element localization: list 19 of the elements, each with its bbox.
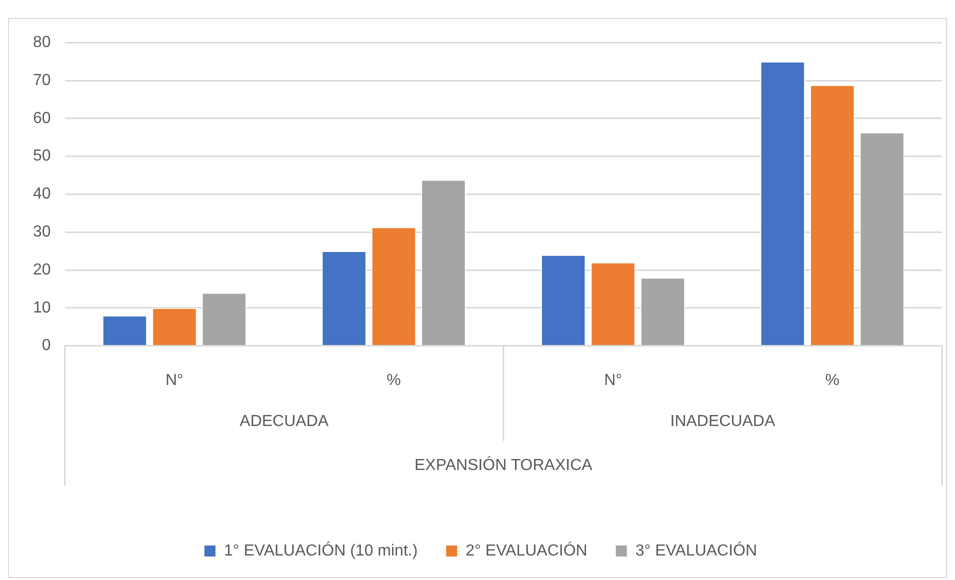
text: ADECUADA (240, 413, 329, 430)
y-tick-label: 60 (33, 110, 51, 127)
x-tick-label: N° (165, 372, 184, 389)
y-tick-label: 20 (33, 261, 51, 278)
x-tick-label: % (825, 372, 840, 389)
legend-label: 2° EVALUACIÓN (466, 541, 588, 560)
y-tick-label: 40 (33, 186, 51, 203)
y-tick-label: 10 (33, 299, 51, 316)
legend-label: 3° EVALUACIÓN (635, 541, 758, 560)
legend-label: 1° EVALUACIÓN (10 mint.) (224, 541, 418, 560)
text: INADECUADA (670, 413, 776, 430)
y-tick-label: 70 (33, 72, 51, 89)
x-tick-label: N° (604, 372, 622, 389)
text: EXPANSIÓN TORAXICA (414, 456, 593, 474)
x-tick-label: % (386, 372, 401, 389)
y-tick-label: 30 (33, 224, 51, 241)
y-tick-label: 50 (33, 148, 51, 165)
y-tick-label: 0 (42, 337, 51, 354)
y-tick-label: 80 (33, 34, 51, 52)
